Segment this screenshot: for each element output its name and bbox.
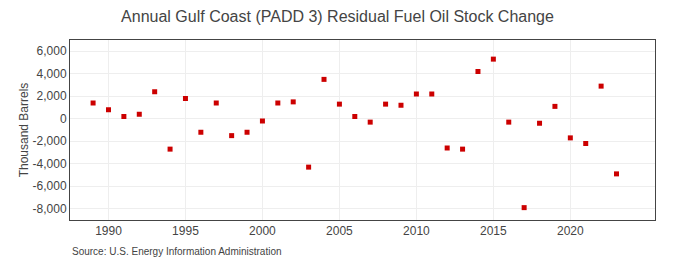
svg-text:2010: 2010 xyxy=(403,224,430,238)
svg-text:2000: 2000 xyxy=(249,224,276,238)
svg-text:6,000: 6,000 xyxy=(37,44,67,58)
svg-text:4,000: 4,000 xyxy=(37,67,67,81)
svg-text:-4,000: -4,000 xyxy=(33,157,67,171)
svg-text:-6,000: -6,000 xyxy=(33,179,67,193)
svg-text:Source: U.S. Energy Informatio: Source: U.S. Energy Information Administ… xyxy=(72,246,282,257)
svg-text:0: 0 xyxy=(60,112,67,126)
svg-text:1995: 1995 xyxy=(172,224,199,238)
svg-text:Annual Gulf Coast (PADD 3) Res: Annual Gulf Coast (PADD 3) Residual Fuel… xyxy=(121,8,554,25)
svg-text:2015: 2015 xyxy=(480,224,507,238)
svg-text:2,000: 2,000 xyxy=(37,89,67,103)
svg-text:-8,000: -8,000 xyxy=(33,202,67,216)
svg-text:Thousand Barrels: Thousand Barrels xyxy=(17,83,31,178)
svg-text:2005: 2005 xyxy=(326,224,353,238)
svg-text:-2,000: -2,000 xyxy=(33,134,67,148)
svg-text:1990: 1990 xyxy=(95,224,122,238)
svg-text:2020: 2020 xyxy=(557,224,584,238)
